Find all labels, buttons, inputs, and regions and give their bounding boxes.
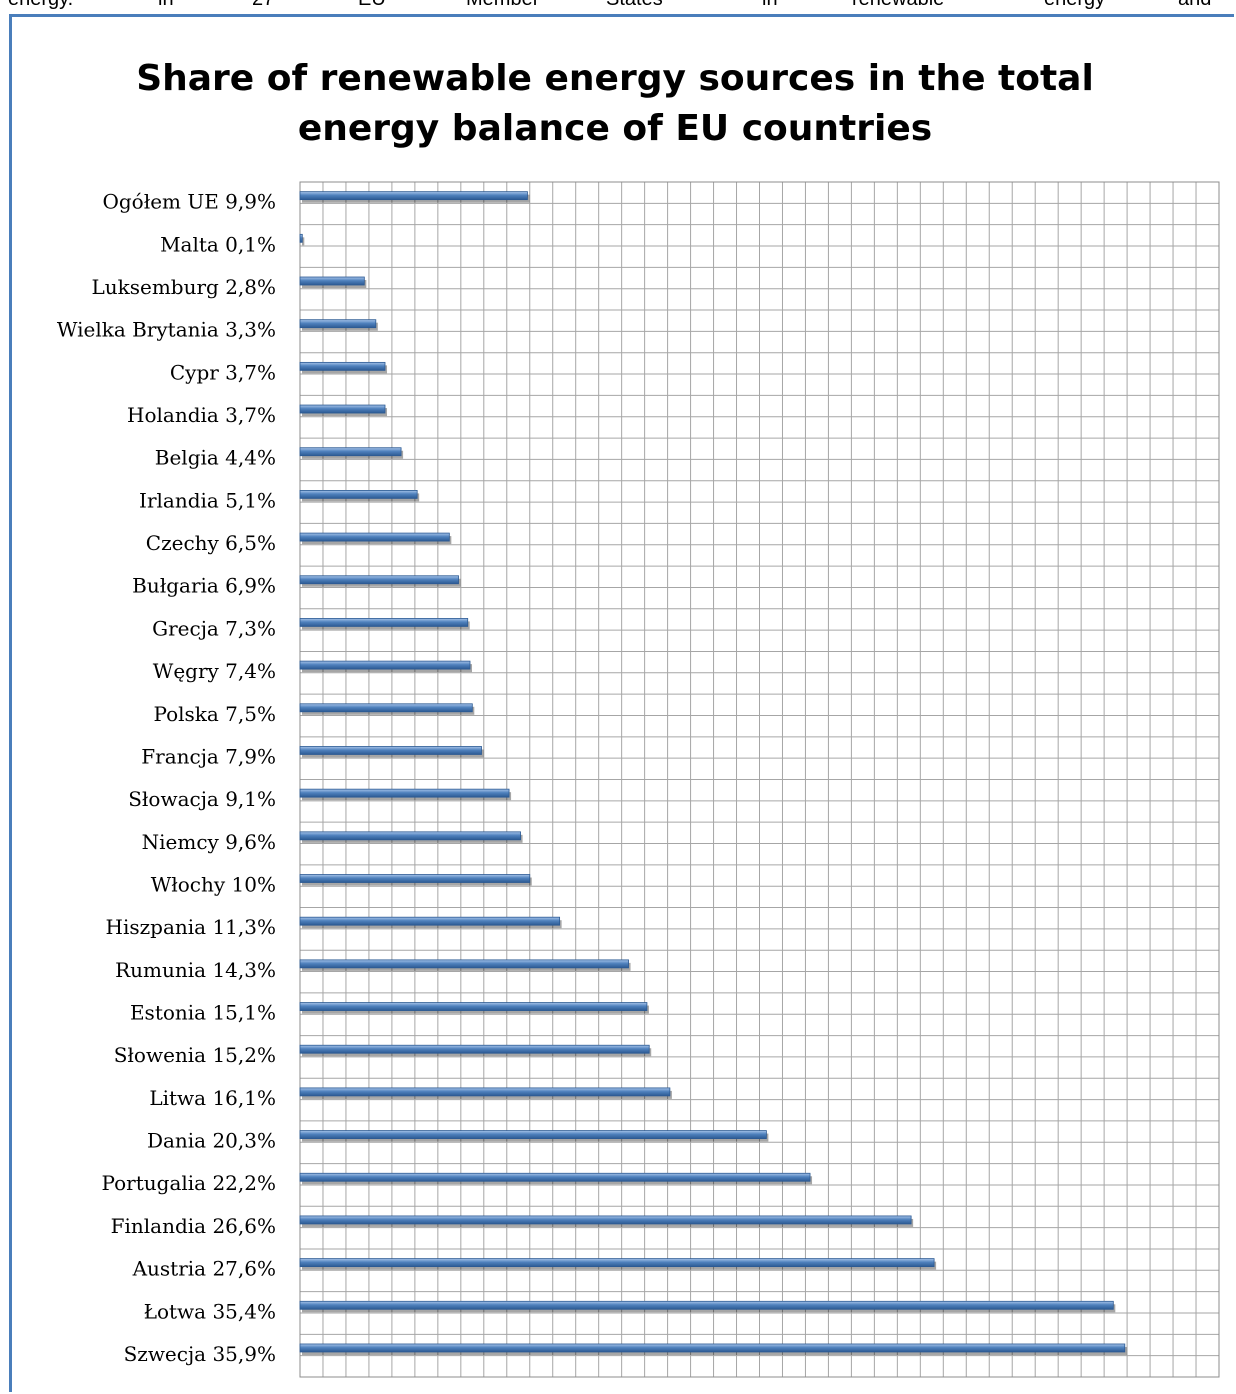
bar (300, 704, 472, 712)
category-label: Holandia 3,7% (127, 403, 276, 427)
bar (300, 1216, 911, 1224)
bar (300, 618, 468, 626)
category-label: Niemcy 9,6% (142, 830, 276, 854)
bar (300, 917, 560, 925)
category-label: Polska 7,5% (153, 702, 276, 726)
bar (300, 192, 527, 200)
category-label: Grecja 7,3% (152, 616, 276, 640)
bar (300, 832, 521, 840)
bar (300, 661, 470, 669)
category-label: Cypr 3,7% (170, 360, 276, 384)
bar (300, 234, 302, 242)
bar (300, 1301, 1113, 1309)
category-label: Słowacja 9,1% (128, 787, 276, 811)
category-label: Austria 27,6% (132, 1257, 276, 1281)
bar (300, 789, 509, 797)
bar (300, 490, 417, 498)
category-label: Ogółem UE 9,9% (102, 190, 276, 214)
category-label: Estonia 15,1% (130, 1001, 276, 1025)
category-label: Łotwa 35,4% (144, 1299, 276, 1323)
bar (300, 320, 376, 328)
category-label: Hiszpania 11,3% (106, 915, 276, 939)
category-label: Litwa 16,1% (149, 1086, 276, 1110)
bar (300, 277, 364, 285)
bar (300, 1131, 766, 1139)
category-label: Finlandia 26,6% (111, 1214, 276, 1238)
bar (300, 448, 401, 456)
category-label: Słowenia 15,2% (114, 1043, 276, 1067)
category-label: Portugalia 22,2% (101, 1171, 276, 1195)
bar (300, 362, 385, 370)
category-label: Malta 0,1% (160, 232, 276, 256)
bar (300, 1259, 934, 1267)
category-label: Włochy 10% (151, 872, 276, 896)
bar (300, 533, 449, 541)
bar (300, 1173, 810, 1181)
category-label: Luksemburg 2,8% (91, 275, 276, 299)
category-label: Szwecja 35,9% (124, 1342, 276, 1366)
bar (300, 1045, 649, 1053)
category-label: Dania 20,3% (147, 1129, 276, 1153)
bar (300, 1344, 1125, 1352)
category-label: Belgia 4,4% (155, 446, 276, 470)
category-label: Bułgaria 6,9% (132, 574, 276, 598)
bar (300, 960, 629, 968)
category-label: Irlandia 5,1% (139, 488, 276, 512)
category-label: Węgry 7,4% (153, 659, 276, 683)
category-label: Czechy 6,5% (146, 531, 276, 555)
bar (300, 875, 530, 883)
bar (300, 1088, 670, 1096)
category-label: Wielka Brytania 3,3% (57, 318, 276, 342)
bar (300, 746, 482, 754)
category-label: Francja 7,9% (141, 744, 276, 768)
bar (300, 405, 385, 413)
category-label: Rumunia 14,3% (115, 958, 276, 982)
bar (300, 576, 459, 584)
bar (300, 1003, 647, 1011)
